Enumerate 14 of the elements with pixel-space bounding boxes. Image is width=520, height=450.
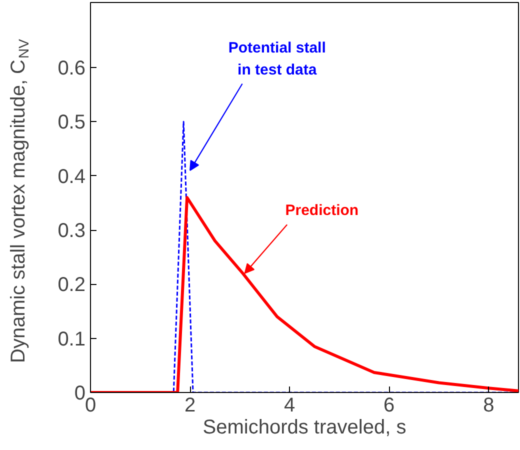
x-tick-label: 4 xyxy=(284,394,296,416)
y-tick-label: 0.6 xyxy=(58,58,86,80)
x-axis-title: Semichords traveled, s xyxy=(202,416,406,438)
x-tick-label: 2 xyxy=(184,394,196,416)
x-tick-label: 8 xyxy=(483,394,494,416)
annotation: Potential stall in test data xyxy=(228,40,326,78)
y-tick-label: 0.5 xyxy=(58,112,86,134)
y-tick-label: 0.3 xyxy=(58,220,86,242)
x-tick-label: 6 xyxy=(384,394,395,416)
annotation: Prediction xyxy=(285,202,359,220)
y-axis-title: Dynamic stall vortex magnitude, CNV xyxy=(8,38,32,363)
y-tick-label: 0.1 xyxy=(58,328,86,350)
y-tick-label: 0.2 xyxy=(58,274,86,296)
y-tick-label: 0.4 xyxy=(58,166,86,188)
